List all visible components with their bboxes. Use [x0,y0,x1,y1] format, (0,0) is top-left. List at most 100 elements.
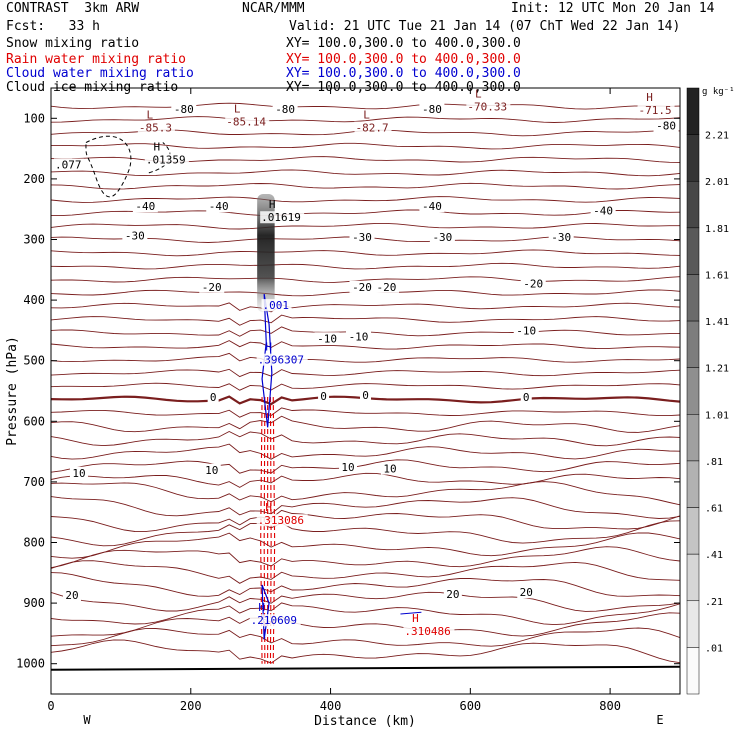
colorbar-swatch [686,274,700,322]
extremum-letter: H [646,91,653,104]
extremum-letter: H [265,341,272,354]
isotherm-line [51,262,680,270]
isotherm-line [51,560,680,584]
temperature-label: 10 [380,462,399,476]
colorbar-label: .41 [705,550,723,561]
temperature-label-bg [360,389,371,402]
colorbar-label: 2.01 [705,177,729,188]
cloud-water-contour [400,611,422,615]
temperature-label: -80 [419,103,445,116]
isotherm-line [51,612,680,637]
colorbar-label: 1.61 [705,270,729,281]
temperature-label: 20 [62,589,81,602]
temperature-label-text: 10 [205,464,218,477]
isotherm-line [51,276,680,283]
extremum-value: .310486 [404,625,450,638]
y-tick-label: 700 [23,475,45,489]
temperature-label: -10 [513,324,539,337]
isotherm-line [51,532,680,559]
colorbar-swatch [686,507,700,555]
extremum-letter: L [475,87,482,100]
extremum-marker: .001 [261,299,292,312]
temperature-label-bg [517,586,536,599]
temperature-label-bg [443,588,462,601]
colorbar-swatch [686,600,700,648]
y-tick-label: 1000 [16,657,45,671]
temperature-label-text: 20 [65,589,78,602]
field-name-snow: Snow mixing ratio [6,36,140,51]
extremum-value: .001 [263,299,290,312]
temperature-label: -40 [590,204,616,217]
isotherm-line [51,222,680,230]
header-right-1: Init: 12 UTC Mon 20 Jan 14 [511,1,715,16]
temperature-label: -80 [272,103,298,116]
temperature-label: -10 [314,332,340,345]
temperature-label-bg [548,231,574,244]
extremum-value-bg [637,103,675,116]
isotherm-line [51,572,680,597]
colorbar-label: .21 [705,597,723,608]
header-right-2: Valid: 21 UTC Tue 21 Jan 14 (07 ChT Wed … [289,19,681,34]
isotherm-line [51,249,680,257]
temperature-label-bg [62,589,81,602]
extremum-marker: .077 [53,158,84,172]
isotherm-line [51,142,680,150]
extremum-value-bg [144,153,189,166]
colorbar-swatch [686,134,700,182]
temperature-label-text: -40 [593,204,613,217]
extremum-marker: H.310486 [403,612,455,638]
temperature-label-text: -80 [174,103,194,116]
colorbar-swatch [686,87,700,135]
extremum-marker: H.01619 [260,198,305,224]
temperature-label-text: 10 [383,463,396,476]
extremum-marker: L-70.33 [466,87,511,113]
temperature-label-text: -30 [551,231,571,244]
extremum-marker: L-82.7 [354,109,392,135]
extremum-marker: H.313086 [256,501,308,527]
isotherm-line [51,415,680,433]
temperature-label-bg [590,204,616,217]
isotherm-line [51,102,680,110]
isotherm-line [51,639,680,664]
isotherm-line [51,472,680,488]
colorbar-swatch [686,180,700,229]
temperature-label: 0 [207,391,219,404]
temperature-label-text: -10 [349,330,369,343]
temperature-label-text: -30 [432,231,452,244]
temperature-label: -30 [429,231,455,244]
temperature-label-bg [132,200,158,213]
temperature-label-bg [380,462,399,475]
y-tick-label: 200 [23,172,45,186]
extremum-value: .077 [55,159,82,172]
temperature-label-text: -10 [516,324,536,337]
temperature-label: 20 [443,588,462,601]
extremum-value: -82.7 [356,122,389,135]
temperature-label-bg [429,231,455,244]
isotherm-line [51,430,680,447]
temperature-label: -10 [346,330,372,343]
extremum-letter: H [154,141,161,154]
temperature-label-bg [520,277,546,290]
y-tick-label: 800 [23,536,45,550]
temperature-label-text: 10 [341,461,354,474]
temperature-label-text: -30 [352,231,372,244]
temperature-label: -20 [520,277,546,291]
temperature-label: 10 [202,463,221,477]
isotherm-line [51,602,680,626]
temperature-label-bg [202,463,221,476]
temperature-label-text: -10 [317,332,337,345]
isotherm-line [51,443,680,460]
colorbar-swatch [686,320,700,368]
colorbar-label: 1.01 [705,410,729,421]
isotherm-line [51,496,680,519]
temperature-label-text: -30 [125,229,145,242]
isotherm-line [51,169,680,177]
surface-line [51,665,680,671]
x-tick-label: 800 [599,699,621,713]
temperature-label: 10 [339,460,358,474]
extremum-marker: H.210609 [249,601,301,627]
extremum-value: -85.14 [226,115,266,128]
temperature-label: 0 [520,391,532,404]
colorbar-swatch [686,460,700,508]
